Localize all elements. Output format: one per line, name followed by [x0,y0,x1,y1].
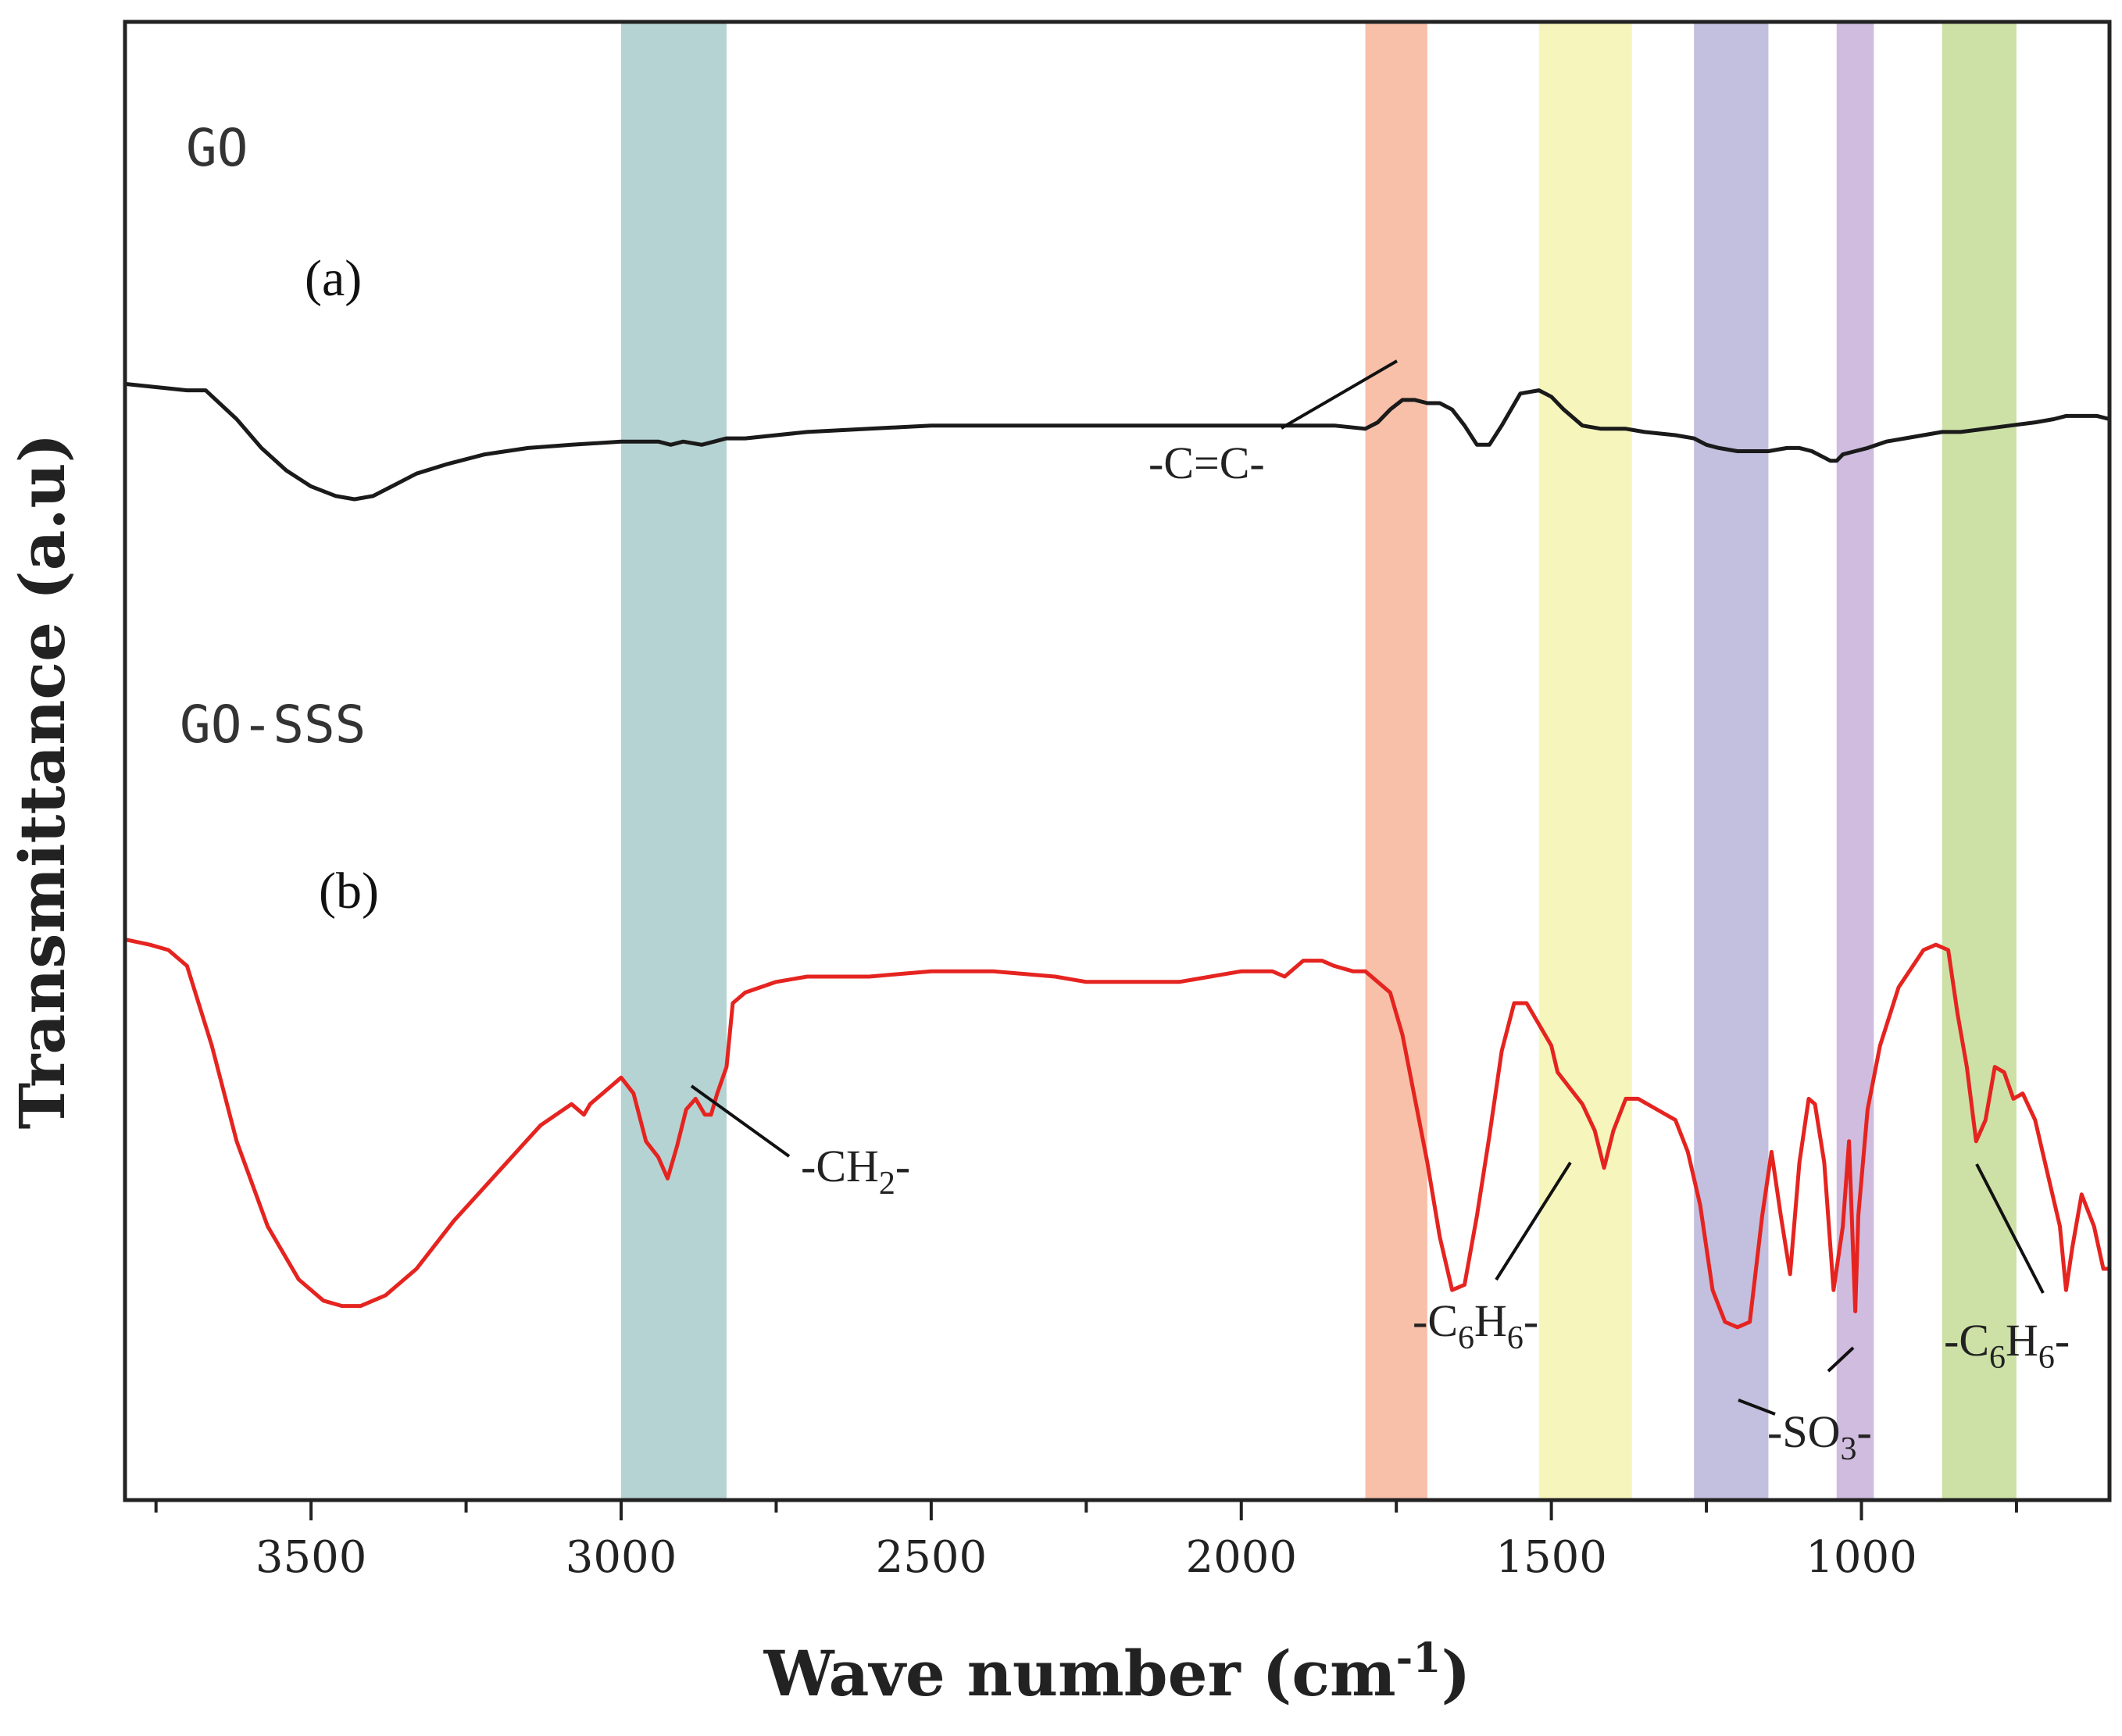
leader-so3-a [1738,1398,1776,1416]
series-label-go: GO [186,118,248,178]
ch2-band [621,22,727,1500]
series-layer [124,381,2110,1330]
leader-ch2 [690,1084,791,1158]
series-line-go-sss [124,937,2109,1330]
series-label-gosss: GO-SSS [180,695,366,755]
leader-c6h6-2 [1975,1163,2045,1294]
plot-frame [123,20,2112,1502]
annotation-c6h6-1: -C6H6- [1413,1295,1538,1356]
panel-label-a: (a) [305,250,362,307]
panel-label-b: (b) [319,863,379,920]
x-tick-label: 3500 [255,1532,367,1583]
x-tick-label: 3000 [566,1532,677,1583]
annotation-c6h6-2: -C6H6- [1944,1315,2070,1376]
cc-band [1365,22,1427,1500]
x-tick-label: 1000 [1806,1532,1917,1583]
so3-band-1 [1694,22,1769,1500]
leader-so3-b [1827,1346,1855,1373]
x-tick-label: 1500 [1495,1532,1607,1583]
annotation-so3: -SO3- [1767,1406,1872,1467]
y-axis-title: Transmittance (a.u) [5,434,79,1130]
x-axis-title: Wave number (cm-1) [763,1634,1471,1710]
annotation-ch2: -CH2- [801,1141,910,1202]
series-line-go [124,381,2110,502]
x-tick-label: 2500 [876,1532,988,1583]
x-axis-ticks: 3500 3000 2500 2000 1500 1000 [154,1500,2018,1583]
band-layer [621,22,2017,1500]
c6h6-band-1 [1538,22,1632,1500]
leader-c6h6-1 [1495,1161,1572,1281]
c6h6-band-2 [1942,22,2017,1500]
leader-cc [1280,359,1399,430]
x-tick-label: 2000 [1185,1532,1297,1583]
annotation-cc: -C=C- [1149,438,1265,488]
